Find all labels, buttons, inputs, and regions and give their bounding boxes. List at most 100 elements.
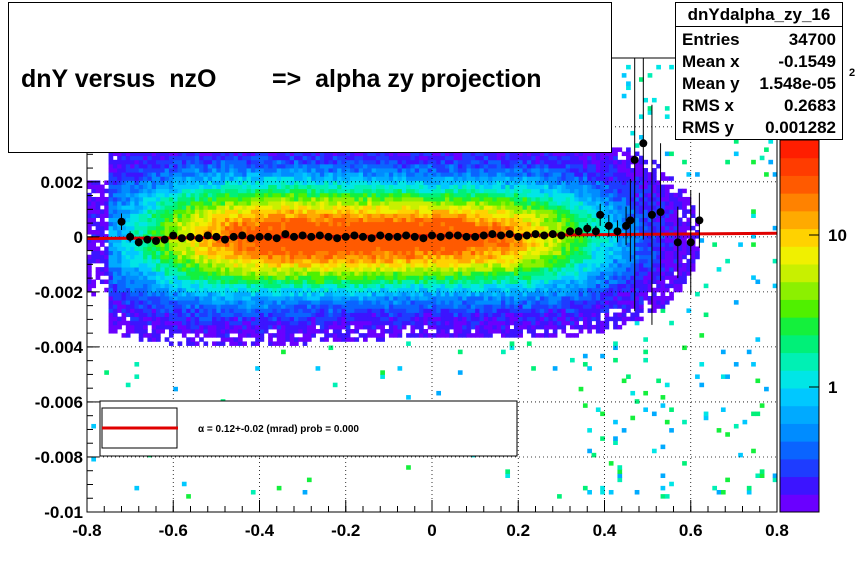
heat-cell [350,320,355,326]
heat-cell [220,188,226,194]
heat-cell [401,196,407,202]
heat-cell [306,229,312,235]
heat-cell [354,188,360,194]
heat-cell [173,254,178,260]
heat-cell [199,229,204,235]
heat-cell [294,172,299,177]
heat-cell [250,176,256,181]
heat-cell [272,176,278,181]
heat-cell [168,329,174,334]
heat-cell [112,275,118,280]
heat-cell [203,246,209,252]
heat-cell [337,258,342,264]
heat-cell [285,159,291,165]
heat-cell [363,324,368,330]
heat-cell [453,188,459,194]
heat-cell [242,221,247,227]
heat-cell [449,217,454,223]
heat-cell [112,229,118,235]
heat-cell [492,300,498,305]
heat-cell [341,209,347,214]
heat-cell [168,196,174,202]
heat-cell [406,205,411,210]
heat-cell [203,184,209,190]
heat-cell [130,201,135,206]
heat-cell [237,304,243,309]
heat-cell [501,287,506,293]
heat-cell [319,254,325,260]
heat-cell [380,172,385,177]
heat-cell [207,316,213,322]
heat-cell [513,209,519,214]
heat-cell [143,196,148,202]
heat-cell [354,192,360,198]
heat-cell [160,287,166,293]
heat-cell [190,337,196,342]
heat-cell [207,188,213,194]
heat-cell [250,196,256,202]
heat-cell [294,341,299,346]
heat-cell [298,151,304,157]
heat-cell [466,324,472,330]
heat-cell [125,205,131,210]
heat-cell [315,192,321,198]
heat-cell [410,172,416,177]
heat-cell [440,221,446,227]
heat-cell [220,287,226,293]
heat-cell [462,254,467,260]
heat-cell [350,291,355,297]
heat-cell [328,267,334,272]
heat-cell [522,192,528,198]
heat-cell [341,308,347,313]
heat-cell [319,176,325,181]
heat-cell [242,213,247,218]
heat-cell [315,242,321,247]
heat-cell [194,196,200,202]
heat-cell [259,308,265,313]
heat-cell [479,201,485,206]
heat-cell [281,296,286,301]
heat-cell [220,275,226,280]
heat-cell [164,316,170,322]
heat-cell [414,304,420,309]
heat-cell [501,333,506,338]
heat-cell [436,254,442,260]
heat-cell [121,258,127,264]
heat-cell [212,258,217,264]
heat-cell [121,242,127,247]
heat-cell [319,287,325,293]
heat-cell [289,196,295,202]
heat-cell [117,242,122,247]
heat-cell [423,213,429,218]
heat-cell [229,238,235,243]
heat-cell [194,242,200,247]
heat-cell [319,324,325,330]
heat-cell [350,176,355,181]
heat-cell [233,155,239,161]
heat-cell [332,312,338,318]
heat-cell [501,172,506,177]
heat-cell [419,291,424,297]
heat-cell [112,234,118,239]
heat-cell [181,316,187,322]
heat-cell [194,324,200,330]
heat-cell [160,201,166,206]
heat-cell [207,180,213,185]
heat-cell [255,242,260,247]
heat-cell [315,188,321,194]
heat-cell [237,188,243,194]
heat-cell [423,176,429,181]
heat-cell [156,196,161,202]
heat-cell [181,320,187,326]
heat-cell [186,188,191,194]
heat-cell [99,225,105,231]
heat-cell [108,159,114,165]
heat-cell [457,184,463,190]
heat-cell [522,188,528,194]
heat-cell [496,213,502,218]
heat-cell [432,201,437,206]
heat-cell [501,201,506,206]
heat-cell [496,267,502,272]
heat-cell [315,250,321,256]
heat-cell [319,258,325,264]
